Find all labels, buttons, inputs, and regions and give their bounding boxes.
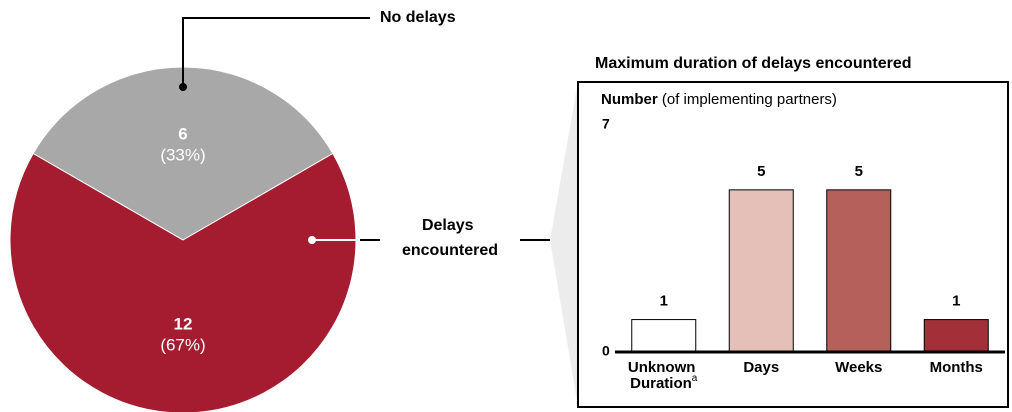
x-tick-label: Days bbox=[743, 359, 779, 376]
slice-value: 12 bbox=[174, 315, 193, 334]
x-tick-label: Months bbox=[930, 359, 983, 376]
bar bbox=[631, 319, 697, 353]
y-tick-label: 0 bbox=[602, 343, 610, 359]
x-tick-label: Weeks bbox=[835, 359, 882, 376]
bar bbox=[728, 189, 794, 353]
leader-dot bbox=[308, 236, 316, 244]
bar-value: 1 bbox=[660, 293, 668, 310]
footnote-mark: a bbox=[692, 373, 698, 384]
bar bbox=[923, 319, 989, 353]
bar-value: 5 bbox=[855, 163, 863, 180]
bar bbox=[826, 189, 892, 353]
bar-value: 5 bbox=[757, 163, 765, 180]
y-label-note: (of implementing partners) bbox=[662, 91, 837, 108]
slice-label: Delays encountered bbox=[402, 217, 498, 259]
slice-value: 6 bbox=[178, 124, 187, 143]
y-label: Number (of implementing partners) bbox=[601, 91, 837, 108]
bar-title: Maximum duration of delays encountered bbox=[595, 55, 912, 72]
pie-slice bbox=[9, 152, 357, 412]
x-tick-label: Unknown Durationa bbox=[628, 359, 700, 392]
leader-dot bbox=[179, 83, 187, 91]
bar-value: 1 bbox=[952, 293, 960, 310]
leader-line bbox=[182, 17, 370, 87]
slice-label: No delays bbox=[380, 9, 456, 26]
y-label-main: Number bbox=[601, 91, 658, 108]
slice-share: (33%) bbox=[160, 145, 205, 164]
y-tick-label: 7 bbox=[602, 116, 610, 132]
pie: 6 (33%) 12 (67%) bbox=[9, 66, 357, 412]
zoom-wedge bbox=[550, 82, 578, 407]
bars: 0 7 1 Unknown Durationa 5 Days 5 Weeks 1 Months bbox=[602, 116, 1005, 392]
slice-share: (67%) bbox=[160, 336, 205, 355]
